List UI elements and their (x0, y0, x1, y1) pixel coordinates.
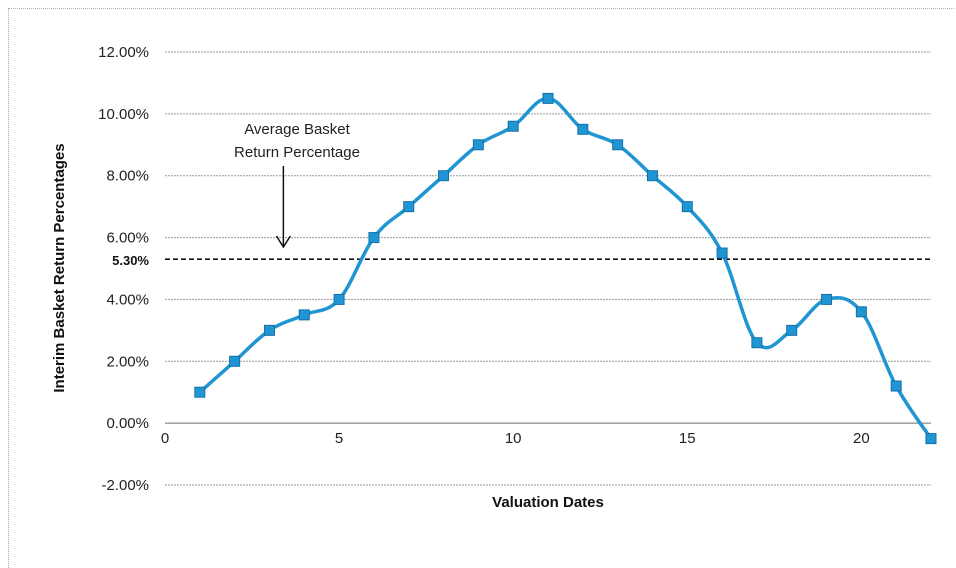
data-point (612, 139, 624, 151)
reference-line-label: 5.30% (112, 253, 149, 268)
data-point (821, 293, 833, 305)
annotation-line-2: Return Percentage (234, 144, 360, 161)
annotation-line-1: Average Basket (244, 121, 350, 138)
data-point (855, 306, 867, 318)
average-reference-line: 5.30% (112, 253, 931, 268)
x-tick-label: 20 (853, 430, 870, 447)
data-point (263, 324, 275, 336)
x-tick-labels: 0 5 10 15 20 (161, 430, 870, 447)
data-point (229, 355, 241, 367)
data-point (925, 433, 937, 445)
y-tick-label: 4.00% (106, 291, 149, 308)
data-point (646, 170, 658, 182)
data-points (194, 92, 937, 445)
y-axis-title: Interim Basket Return Percentages (51, 143, 68, 392)
data-point (333, 293, 345, 305)
series-line (198, 96, 933, 440)
y-tick-label: 2.00% (106, 353, 149, 370)
x-tick-label: 0 (161, 430, 169, 447)
data-point (472, 139, 484, 151)
data-point (681, 201, 693, 213)
series-line-group (198, 96, 933, 440)
data-point (542, 92, 554, 104)
y-tick-label: 6.00% (106, 230, 149, 247)
data-point (786, 324, 798, 336)
data-point (194, 386, 206, 398)
data-point (507, 120, 519, 132)
x-tick-label: 5 (335, 430, 343, 447)
x-tick-label: 15 (679, 430, 696, 447)
annotation-arrowhead-icon (275, 235, 292, 249)
data-point (438, 170, 450, 182)
y-tick-labels: -2.00% 0.00% 2.00% 4.00% 6.00% 8.00% 10.00% 12.… (98, 44, 149, 494)
y-tick-label: 12.00% (98, 44, 149, 61)
y-tick-label: 0.00% (106, 415, 149, 432)
y-tick-label: 10.00% (98, 106, 149, 123)
data-point (890, 380, 902, 392)
data-point (751, 337, 763, 349)
annotation: Average Basket Return Percentage (234, 121, 360, 249)
data-point (298, 309, 310, 321)
data-point (403, 201, 415, 213)
data-point (716, 247, 728, 259)
gridlines (165, 51, 931, 486)
x-tick-label: 10 (505, 430, 522, 447)
x-axis-title: Valuation Dates (492, 494, 604, 511)
data-point (577, 123, 589, 135)
y-tick-label: -2.00% (101, 477, 149, 494)
data-point (368, 232, 380, 244)
chart-frame (8, 8, 954, 568)
y-tick-label: 8.00% (106, 168, 149, 185)
